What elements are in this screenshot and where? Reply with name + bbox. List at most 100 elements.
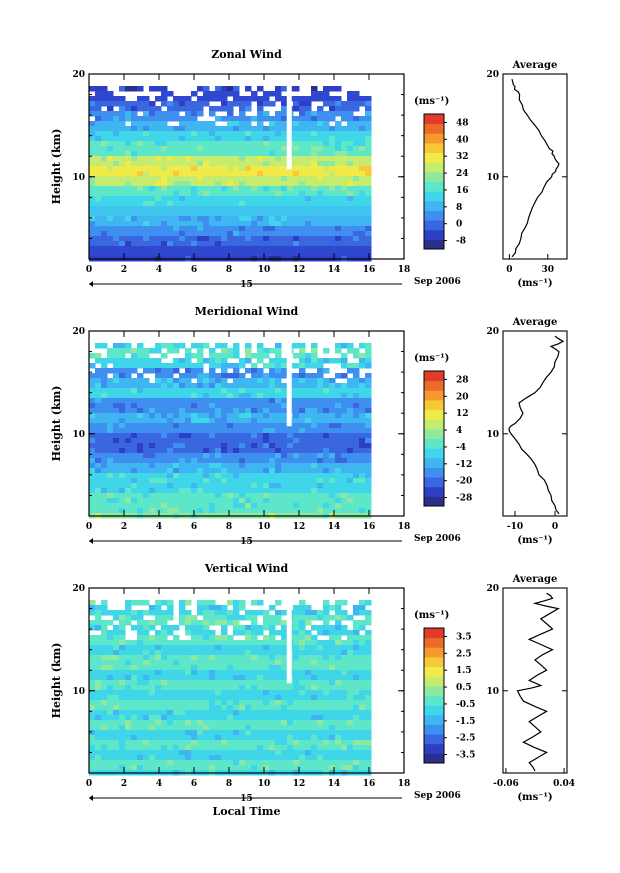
heatmap-cell bbox=[113, 171, 120, 177]
heatmap-cell bbox=[329, 393, 336, 399]
heatmap-cell bbox=[137, 156, 144, 162]
heatmap-cell bbox=[143, 126, 150, 132]
heatmap-cell bbox=[137, 705, 144, 711]
heatmap-cell bbox=[191, 201, 198, 207]
heatmap-cell bbox=[113, 725, 120, 731]
heatmap-cell bbox=[173, 755, 180, 761]
heatmap-cell bbox=[341, 191, 348, 197]
heatmap-cell bbox=[227, 201, 234, 207]
heatmap-cell bbox=[119, 191, 126, 197]
heatmap-cell bbox=[227, 468, 234, 474]
heatmap-cell bbox=[317, 413, 324, 419]
heatmap-cell bbox=[203, 166, 210, 172]
heatmap-cell bbox=[263, 136, 270, 142]
heatmap-cell bbox=[335, 740, 342, 746]
heatmap-cell bbox=[275, 388, 282, 394]
heatmap-cell bbox=[203, 675, 210, 681]
heatmap-cell bbox=[101, 640, 108, 646]
heatmap-cell bbox=[353, 605, 360, 611]
heatmap-cell bbox=[227, 418, 234, 424]
heatmap-cell bbox=[197, 413, 204, 419]
heatmap-cell bbox=[287, 171, 294, 177]
heatmap-cell bbox=[221, 655, 228, 661]
heatmap-cell bbox=[197, 458, 204, 464]
heatmap-cell bbox=[239, 765, 246, 771]
heatmap-cell bbox=[257, 226, 264, 232]
heatmap-cell bbox=[263, 760, 270, 766]
heatmap-cell bbox=[221, 680, 228, 686]
y-tick-label: 20 bbox=[72, 327, 85, 337]
heatmap-cell bbox=[143, 453, 150, 459]
heatmap-cell bbox=[239, 755, 246, 761]
heatmap-cell bbox=[317, 483, 324, 489]
heatmap-cell bbox=[185, 403, 192, 409]
heatmap-cell bbox=[143, 503, 150, 509]
heatmap-cell bbox=[281, 695, 288, 701]
heatmap-cell bbox=[95, 91, 102, 97]
heatmap-cell bbox=[173, 640, 180, 646]
heatmap-cell bbox=[233, 236, 240, 242]
heatmap-cell bbox=[251, 680, 258, 686]
heatmap-cell bbox=[233, 740, 240, 746]
heatmap-cell bbox=[275, 358, 282, 364]
heatmap-cell bbox=[191, 680, 198, 686]
heatmap-cell bbox=[335, 725, 342, 731]
heatmap-cell bbox=[251, 600, 258, 606]
heatmap-cell bbox=[95, 96, 102, 102]
heatmap-cell bbox=[209, 211, 216, 217]
heatmap-cell bbox=[215, 146, 222, 152]
heatmap-cell bbox=[287, 211, 294, 217]
heatmap-cell bbox=[95, 755, 102, 761]
heatmap-cell bbox=[131, 166, 138, 172]
heatmap-cell bbox=[101, 166, 108, 172]
heatmap-cell bbox=[311, 438, 318, 444]
heatmap-cell bbox=[89, 493, 96, 499]
heatmap-cell bbox=[101, 373, 108, 379]
heatmap-cell bbox=[119, 690, 126, 696]
heatmap-cell bbox=[335, 111, 342, 117]
heatmap-cell bbox=[143, 600, 150, 606]
heatmap-cell bbox=[191, 136, 198, 142]
heatmap-cell bbox=[287, 216, 294, 222]
heatmap-cell bbox=[167, 196, 174, 202]
heatmap-cell bbox=[311, 373, 318, 379]
heatmap-cell bbox=[215, 655, 222, 661]
heatmap-cell bbox=[197, 348, 204, 354]
heatmap-cell bbox=[119, 458, 126, 464]
heatmap-cell bbox=[365, 725, 372, 731]
heatmap-cell bbox=[335, 605, 342, 611]
heatmap-cell bbox=[89, 655, 96, 661]
heatmap-cell bbox=[101, 675, 108, 681]
heatmap-cell bbox=[137, 735, 144, 741]
heatmap-cell bbox=[329, 181, 336, 187]
heatmap-cell bbox=[257, 478, 264, 484]
heatmap-cell bbox=[293, 221, 300, 227]
heatmap-cell bbox=[143, 156, 150, 162]
heatmap-cell bbox=[359, 216, 366, 222]
heatmap-cell bbox=[311, 710, 318, 716]
heatmap-cell bbox=[353, 251, 360, 257]
heatmap-cell bbox=[281, 121, 288, 127]
heatmap-cell bbox=[131, 131, 138, 137]
heatmap-cell bbox=[125, 478, 132, 484]
heatmap-cell bbox=[227, 760, 234, 766]
heatmap-cell bbox=[155, 111, 162, 117]
heatmap-cell bbox=[161, 670, 168, 676]
heatmap-cell bbox=[155, 141, 162, 147]
heatmap-cell bbox=[113, 423, 120, 429]
heatmap-cell bbox=[215, 151, 222, 157]
heatmap-cell bbox=[185, 755, 192, 761]
heatmap-cell bbox=[335, 745, 342, 751]
heatmap-cell bbox=[209, 650, 216, 656]
heatmap-cell bbox=[203, 458, 210, 464]
heatmap-cell bbox=[221, 91, 228, 97]
heatmap-cell bbox=[209, 488, 216, 494]
heatmap-cell bbox=[365, 453, 372, 459]
heatmap-cell bbox=[167, 675, 174, 681]
heatmap-cell bbox=[137, 373, 144, 379]
colorbar-segment bbox=[424, 477, 444, 488]
heatmap-cell bbox=[131, 196, 138, 202]
heatmap-cell bbox=[311, 398, 318, 404]
heatmap-cell bbox=[161, 116, 168, 122]
heatmap-cell bbox=[317, 251, 324, 257]
